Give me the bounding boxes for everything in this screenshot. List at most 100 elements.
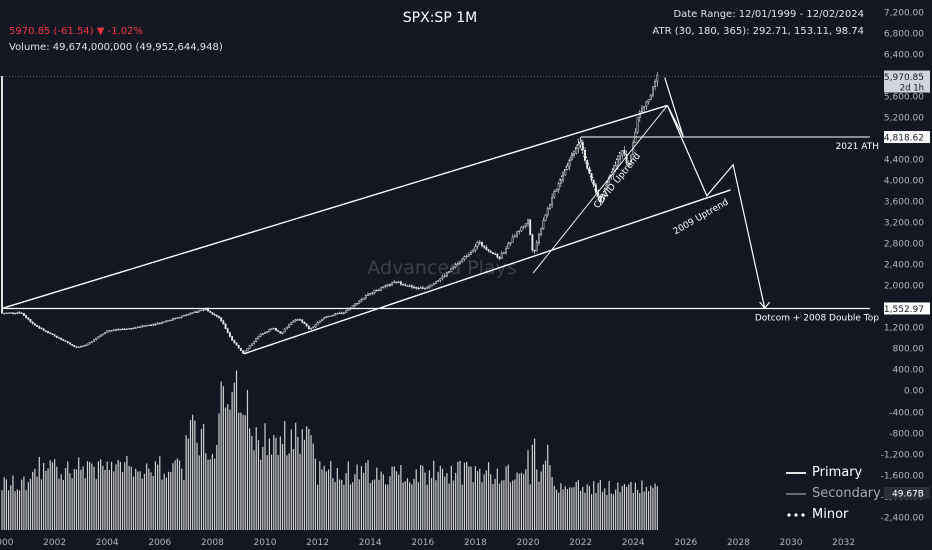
time-tick-label: 2012: [306, 538, 329, 548]
candle-body: [154, 323, 157, 326]
time-tick-label: 2018: [464, 538, 487, 548]
volume-bar: [492, 484, 494, 530]
volume-bar: [558, 492, 560, 530]
candle-body: [106, 330, 109, 333]
candle-body: [139, 326, 142, 328]
volume-bar: [404, 481, 406, 530]
volume-bar: [617, 482, 619, 530]
volume-bar: [507, 464, 509, 530]
candle-body: [202, 309, 205, 311]
volume-bar: [253, 450, 255, 530]
candle-body: [174, 318, 177, 320]
candle-body: [329, 315, 332, 317]
volume-bar: [246, 389, 249, 530]
candle-body: [441, 276, 444, 279]
candle-body: [518, 230, 521, 232]
candle-body: [31, 321, 34, 324]
volume-bar: [224, 407, 227, 530]
volume-bar: [67, 461, 69, 530]
candle-body: [325, 316, 328, 318]
volume-bar: [115, 464, 117, 530]
volume-bar: [505, 466, 507, 530]
candle-body: [296, 319, 299, 321]
volume-bar: [577, 480, 580, 530]
volume-bar: [470, 466, 472, 530]
volume-bar: [608, 481, 610, 530]
candle-body: [406, 285, 409, 287]
volume-bar: [21, 479, 23, 530]
candle-body: [448, 271, 451, 274]
volume-bar: [319, 461, 321, 530]
candle-body: [259, 333, 262, 337]
candle-body: [178, 317, 181, 319]
candle-body: [430, 284, 433, 287]
candle-body: [393, 281, 396, 284]
volume-bar: [650, 485, 652, 530]
volume-bar: [205, 453, 207, 530]
volume-bar: [525, 469, 527, 530]
candle-body: [71, 343, 74, 346]
candle-body: [119, 328, 122, 331]
price-tick-label: 0.00: [904, 387, 924, 397]
volume-bar: [360, 466, 363, 530]
candle-body: [643, 106, 646, 109]
volume-bar: [3, 477, 5, 530]
volume-bar: [152, 475, 154, 530]
volume-bar: [49, 460, 51, 530]
candle-body: [237, 344, 240, 349]
legend-minor: Minor: [786, 504, 881, 525]
volume-bars: [1, 370, 658, 530]
volume-bar: [590, 494, 593, 530]
volume-bar: [100, 459, 102, 530]
volume-bar: [163, 473, 165, 530]
trend-lines: [1, 77, 870, 355]
volume-bar: [542, 464, 544, 530]
volume-bar: [356, 464, 358, 530]
volume-bar: [380, 471, 382, 530]
volume-bar: [487, 462, 490, 530]
candle-body: [64, 340, 67, 342]
time-tick-label: 2028: [727, 538, 750, 548]
candle-body: [264, 332, 266, 334]
volume-bar: [231, 391, 233, 530]
volume-bar: [466, 462, 468, 530]
candle-body: [546, 208, 549, 216]
volume-bar: [402, 482, 404, 530]
candle-body: [248, 345, 251, 349]
candle-body: [432, 283, 435, 286]
candle-body: [231, 336, 234, 341]
volume-bar: [56, 466, 58, 530]
candle-body: [623, 150, 626, 155]
price-tick-label: 6,800.00: [884, 30, 924, 40]
candle-body: [342, 312, 345, 314]
volume-bar: [167, 471, 170, 530]
candle-body: [136, 326, 139, 328]
candle-body: [511, 236, 514, 243]
volume-bar: [192, 414, 194, 530]
candle-body: [187, 314, 190, 316]
candle-body: [636, 117, 639, 133]
volume-bar: [544, 460, 547, 530]
price-change-readout: 5970.85 (-61.54) ▼ -1.02%: [9, 26, 143, 37]
candle-body: [340, 312, 343, 315]
candle-body: [99, 334, 102, 337]
volume-bar: [520, 472, 523, 530]
volume-bar: [220, 381, 222, 530]
volume-bar: [457, 461, 459, 530]
candle-body: [373, 289, 376, 294]
level-dotcom-tag: 1,552.97: [884, 305, 924, 315]
volume-bar: [150, 472, 152, 530]
price-tick-label: 5,600.00: [884, 93, 924, 103]
candle-body: [413, 286, 415, 289]
candle-body: [656, 74, 659, 82]
volume-bar: [512, 480, 514, 530]
volume-bar: [128, 465, 130, 530]
candle-body: [478, 241, 481, 244]
candle-body: [303, 322, 306, 325]
time-tick-label: 2008: [201, 538, 224, 548]
volume-bar: [227, 404, 229, 530]
volume-bar: [354, 474, 356, 530]
volume-bar: [295, 422, 297, 530]
volume-bar: [514, 479, 516, 530]
